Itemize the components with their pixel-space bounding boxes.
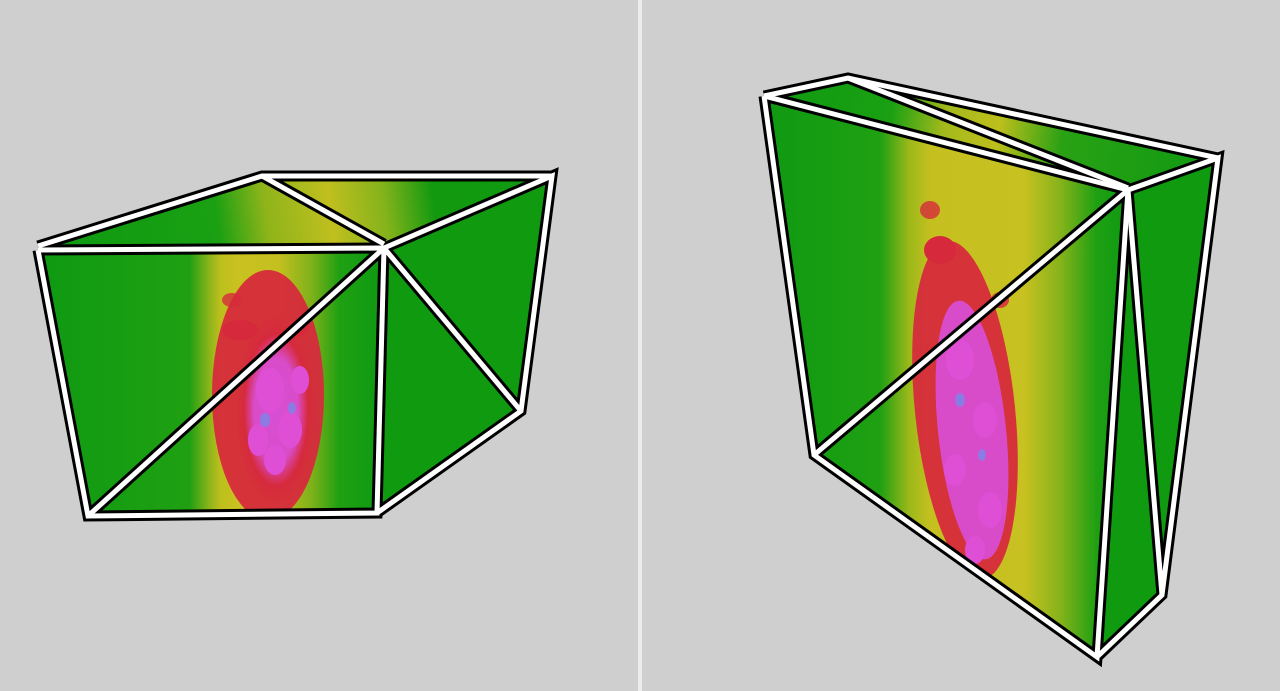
prism-edges [32,167,559,522]
viewport-right[interactable] [642,0,1280,691]
slab-edges [758,72,1225,668]
viewport-divider[interactable] [638,0,642,691]
viewport-left[interactable] [0,0,638,691]
left-scene [32,167,559,522]
volume-hotspot-right [912,201,1018,580]
prism-top-face [38,176,552,246]
right-scene [758,72,1225,668]
